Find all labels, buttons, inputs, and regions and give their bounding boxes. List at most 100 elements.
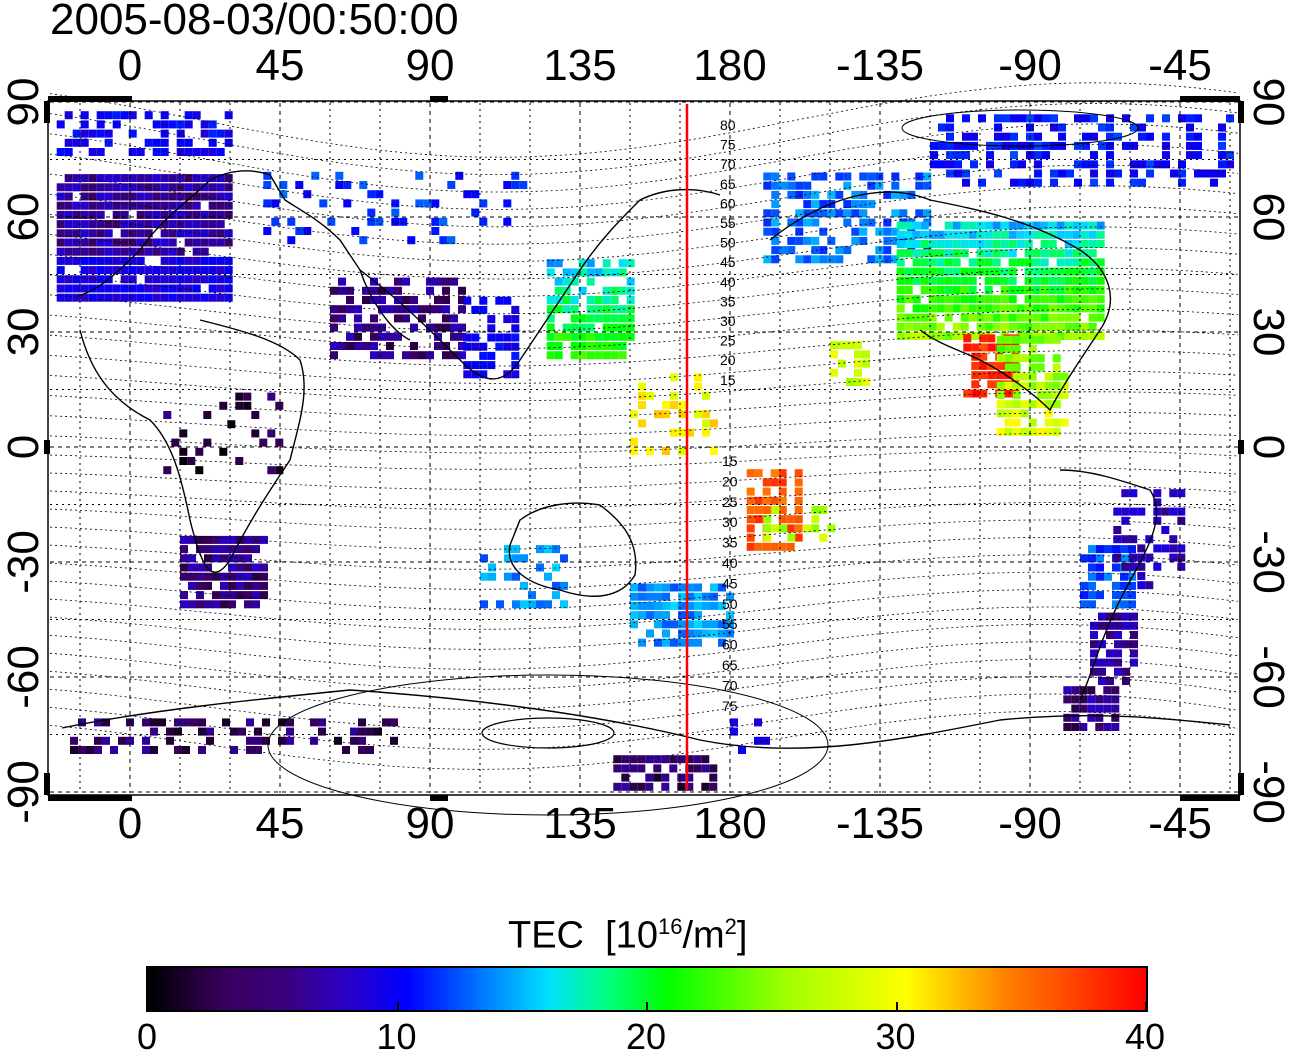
tec-pixel <box>80 266 89 275</box>
tec-pixel <box>786 524 795 533</box>
tec-pixel <box>754 515 763 524</box>
tec-pixel <box>1114 631 1122 639</box>
tec-pixel <box>778 478 787 487</box>
tec-pixel <box>208 293 217 302</box>
tec-pixel <box>930 141 938 150</box>
tec-pixel <box>1226 114 1234 123</box>
tec-pixel <box>1096 267 1105 276</box>
tec-pixel <box>678 611 686 620</box>
tec-pixel <box>996 427 1005 436</box>
tec-pixel <box>701 782 710 791</box>
tec-pixel <box>978 114 986 123</box>
tec-pixel <box>152 284 161 293</box>
tec-pixel <box>442 296 450 304</box>
tec-pixel <box>1072 267 1081 276</box>
tec-pixel <box>1153 498 1162 507</box>
tec-pixel <box>962 151 970 160</box>
magnetic-contour <box>49 82 1239 158</box>
tec-pixel <box>1088 313 1097 322</box>
tec-pixel <box>520 581 528 590</box>
tec-pixel <box>1122 621 1130 630</box>
magnetic-contour <box>49 391 1239 419</box>
tec-pixel <box>1122 677 1130 685</box>
tec-pixel <box>544 572 552 581</box>
tec-pixel <box>1098 658 1106 667</box>
tec-pixel <box>96 256 105 265</box>
tec-pixel <box>204 600 212 609</box>
tec-pixel <box>904 286 913 294</box>
tec-pixel <box>158 718 166 727</box>
tec-pixel <box>1090 114 1098 123</box>
tec-pixel <box>1169 507 1178 516</box>
tec-pixel <box>928 295 937 304</box>
magnetic-latitude-label: 35 <box>720 293 736 309</box>
lat-left-label: -30 <box>0 530 48 594</box>
tec-pixel <box>971 361 980 370</box>
tec-pixel <box>952 304 961 313</box>
tec-pixel <box>319 199 328 208</box>
tec-pixel <box>338 314 346 323</box>
tec-pixel <box>184 183 193 192</box>
tec-pixel <box>204 535 212 544</box>
lon-top-label: 135 <box>543 41 617 90</box>
tec-pixel <box>370 351 378 360</box>
tec-pixel <box>1018 114 1026 123</box>
tec-pixel <box>442 351 450 360</box>
tec-pixel <box>144 220 153 229</box>
tec-pixel <box>216 229 225 238</box>
tec-pixel <box>104 183 113 192</box>
tec-pixel <box>763 533 772 542</box>
tec-pixel <box>754 736 762 745</box>
tec-pixel <box>112 210 121 219</box>
magnetic-contour <box>49 519 1239 550</box>
tec-pixel <box>160 220 169 229</box>
tec-pixel <box>1162 160 1170 169</box>
tec-pixel <box>904 230 913 239</box>
tec-pixel <box>334 736 342 745</box>
tec-pixel <box>970 141 978 150</box>
tec-pixel <box>944 313 953 322</box>
tec-pixel <box>854 350 862 359</box>
tec-pixel <box>1000 295 1009 304</box>
magnetic-latitude-label: 70 <box>722 677 738 693</box>
tec-pixel <box>1082 141 1090 150</box>
tec-pixel <box>163 466 172 475</box>
tec-pixel <box>378 351 386 360</box>
tec-pixel <box>1130 658 1138 667</box>
magnetic-latitude-label: 50 <box>720 235 736 251</box>
tec-pixel <box>120 256 129 265</box>
tec-pixel <box>64 111 73 120</box>
magnetic-contour <box>49 309 1239 349</box>
tec-pixel <box>678 428 686 437</box>
tec-pixel <box>1145 581 1154 590</box>
tec-pixel <box>602 286 611 295</box>
tec-pixel <box>710 620 718 629</box>
tec-pixel <box>578 332 587 341</box>
tec-pixel <box>779 181 788 190</box>
tec-pixel <box>184 293 193 302</box>
tec-pixel <box>685 755 694 764</box>
tec-pixel <box>1040 221 1049 230</box>
tec-pixel <box>1024 276 1033 285</box>
tec-pixel <box>618 342 627 350</box>
tec-pixel <box>463 296 472 305</box>
tec-pixel <box>1050 123 1058 132</box>
tec-pixel <box>1088 600 1096 609</box>
tec-pixel <box>1018 178 1026 187</box>
tec-pixel <box>354 314 362 323</box>
tec-pixel <box>458 332 466 341</box>
tec-pixel <box>136 229 145 238</box>
tec-pixel <box>928 267 937 276</box>
tec-pixel <box>1122 612 1130 621</box>
tec-pixel <box>354 342 362 350</box>
tec-pixel <box>271 217 280 226</box>
tec-pixel <box>1058 169 1066 178</box>
tec-pixel <box>56 148 65 156</box>
tec-pixel <box>952 286 961 294</box>
tec-pixel <box>968 221 977 230</box>
tec-pixel <box>228 563 236 572</box>
tec-pixel <box>160 247 169 256</box>
tec-pixel <box>504 554 512 563</box>
tec-pixel <box>487 361 496 370</box>
tec-pixel <box>96 129 105 138</box>
